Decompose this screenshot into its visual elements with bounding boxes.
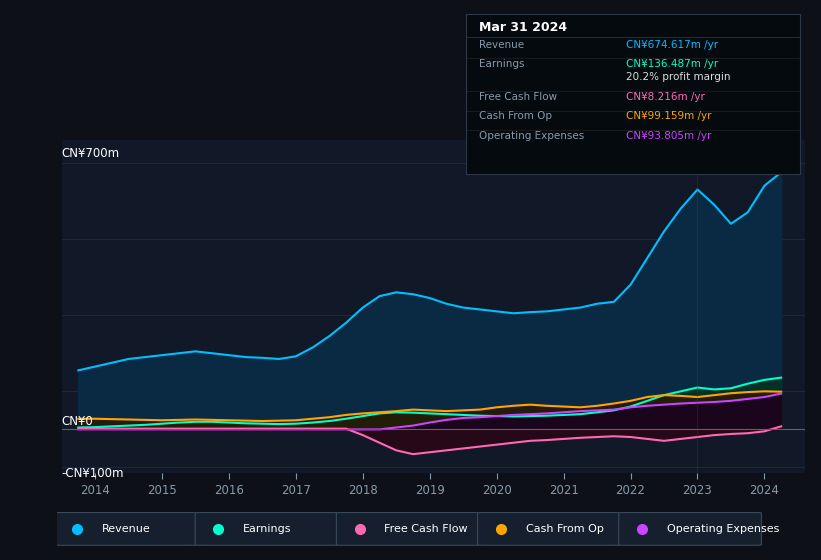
Text: Revenue: Revenue xyxy=(102,524,151,534)
Text: Revenue: Revenue xyxy=(479,40,524,49)
Text: Cash From Op: Cash From Op xyxy=(479,111,552,122)
Text: CN¥674.617m /yr: CN¥674.617m /yr xyxy=(626,40,718,49)
FancyBboxPatch shape xyxy=(478,512,620,545)
Text: CN¥136.487m /yr: CN¥136.487m /yr xyxy=(626,59,718,69)
FancyBboxPatch shape xyxy=(54,512,196,545)
Text: CN¥99.159m /yr: CN¥99.159m /yr xyxy=(626,111,712,122)
Text: CN¥8.216m /yr: CN¥8.216m /yr xyxy=(626,92,705,102)
FancyBboxPatch shape xyxy=(337,512,479,545)
Text: Mar 31 2024: Mar 31 2024 xyxy=(479,21,567,34)
FancyBboxPatch shape xyxy=(619,512,761,545)
Text: Operating Expenses: Operating Expenses xyxy=(479,130,585,141)
Text: Operating Expenses: Operating Expenses xyxy=(667,524,779,534)
Text: Earnings: Earnings xyxy=(243,524,291,534)
Text: Free Cash Flow: Free Cash Flow xyxy=(384,524,468,534)
Text: CN¥700m: CN¥700m xyxy=(62,147,120,160)
Text: -CN¥100m: -CN¥100m xyxy=(62,467,124,480)
Text: CN¥0: CN¥0 xyxy=(62,416,94,428)
Text: Cash From Op: Cash From Op xyxy=(525,524,603,534)
Text: Earnings: Earnings xyxy=(479,59,525,69)
Text: 20.2% profit margin: 20.2% profit margin xyxy=(626,72,731,82)
Text: Free Cash Flow: Free Cash Flow xyxy=(479,92,557,102)
Text: CN¥93.805m /yr: CN¥93.805m /yr xyxy=(626,130,712,141)
FancyBboxPatch shape xyxy=(195,512,337,545)
